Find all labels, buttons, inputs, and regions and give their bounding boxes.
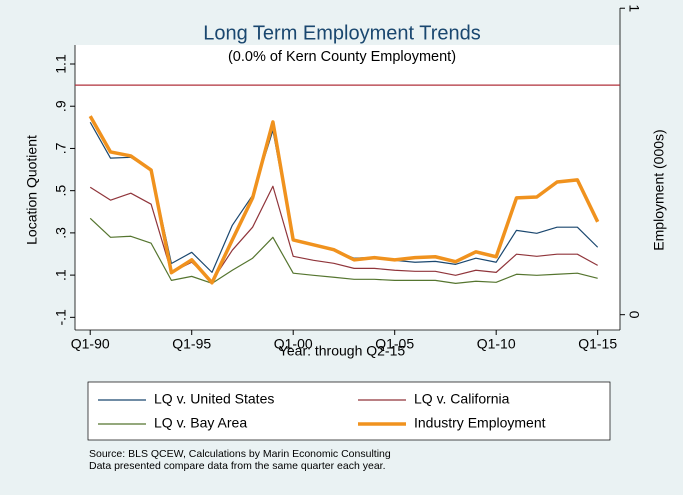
- x-tick-label: Q1-95: [172, 336, 211, 352]
- x-tick-label: Q1-10: [477, 336, 516, 352]
- y-axis-label: Location Quotient: [24, 135, 40, 245]
- legend-label: LQ v. California: [414, 391, 510, 407]
- y-tick-label: .3: [53, 227, 69, 239]
- x-tick-label: Q1-00: [274, 336, 313, 352]
- x-axis-label: Year: through Q2-15: [279, 343, 406, 359]
- x-tick-label: Q1-15: [578, 336, 617, 352]
- y2-tick-label: 1: [626, 4, 642, 12]
- y-tick-label: .5: [53, 185, 69, 197]
- x-tick-label: Q1-05: [375, 336, 414, 352]
- plot-area: [75, 45, 620, 330]
- source-note: Source: BLS QCEW, Calculations by Marin …: [89, 448, 391, 460]
- legend-label: LQ v. Bay Area: [154, 415, 247, 431]
- source-note: Data presented compare data from the sam…: [89, 460, 386, 472]
- y-tick-label: .9: [53, 100, 69, 112]
- y2-axis-label: Employment (000s): [651, 129, 667, 250]
- chart-title: Long Term Employment Trends: [203, 22, 481, 44]
- legend-label: Industry Employment: [414, 415, 546, 431]
- y2-tick-label: 0: [626, 311, 642, 319]
- y-tick-label: .7: [53, 142, 69, 154]
- y-tick-label: -.1: [53, 309, 69, 326]
- series-line: [89, 217, 598, 284]
- y-tick-label: .1: [53, 269, 69, 281]
- legend-label: LQ v. United States: [154, 391, 274, 407]
- legend: [87, 381, 611, 441]
- y-tick-label: 1.1: [53, 54, 69, 74]
- x-tick-label: Q1-90: [71, 336, 110, 352]
- series-line: [88, 115, 600, 285]
- chart-subtitle: (0.0% of Kern County Employment): [228, 49, 456, 65]
